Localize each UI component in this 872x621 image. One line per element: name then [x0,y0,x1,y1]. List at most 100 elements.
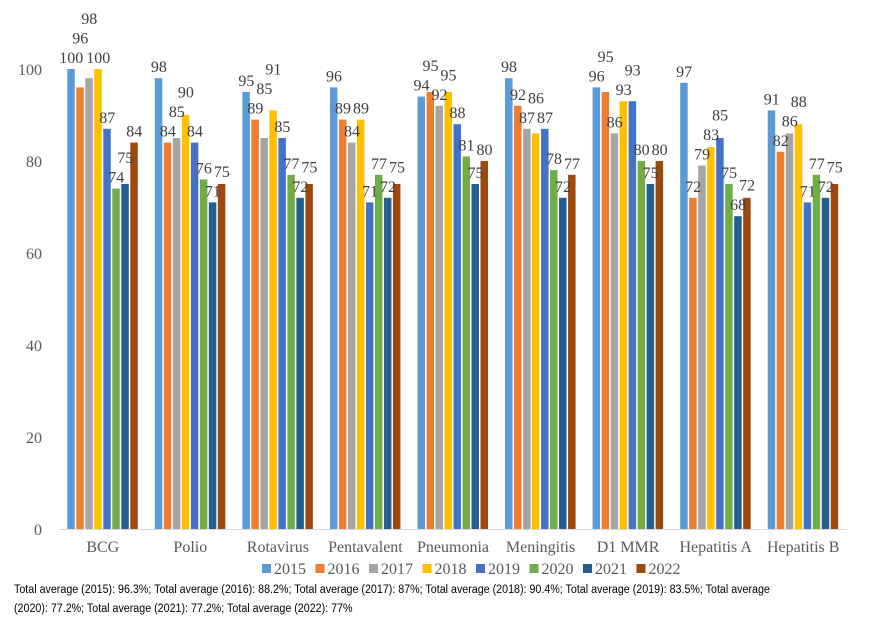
legend-label: 2021 [595,561,627,578]
data-label: 91 [764,91,780,108]
legend-label: 2018 [435,561,467,578]
data-label: 100 [59,50,83,67]
bar-2020 [550,170,558,529]
data-label: 78 [546,151,562,168]
data-label: 92 [432,87,448,104]
x-tick-label: Rotavirus [247,539,309,556]
data-label: 87 [519,110,535,127]
data-label: 85 [169,104,185,121]
bar-2016 [601,92,610,529]
bar-2019 [453,124,461,529]
bar-2018 [181,115,190,529]
data-label: 80 [652,142,668,159]
bar-2016 [251,119,259,529]
data-label: 72 [685,179,701,196]
data-label: 86 [607,114,623,131]
x-tick-label: BCG [86,539,119,556]
data-label: 98 [151,59,167,76]
data-label: 93 [625,63,641,80]
bar-2017 [523,128,531,530]
data-label: 87 [537,110,553,127]
data-label: 89 [335,101,351,118]
bar-2019 [541,128,549,530]
bar-2015 [242,92,250,529]
data-label: 100 [86,50,110,67]
data-label: 76 [196,160,212,177]
data-label: 75 [468,165,484,182]
data-label: 72 [292,179,308,196]
data-label: 96 [72,31,88,48]
data-label: 75 [643,165,659,182]
bar-2022 [568,174,576,530]
bar-2015 [329,87,338,530]
data-label: 96 [326,68,342,85]
bar-2018 [269,110,277,530]
data-label: 72 [739,178,755,195]
bar-2020 [637,161,646,529]
legend-label: 2017 [381,561,413,578]
bar-2017 [260,138,268,529]
bar-2019 [628,101,637,529]
data-label: 96 [589,68,605,85]
bar-2021 [383,197,392,530]
data-label: 77 [809,156,825,173]
data-label: 72 [555,179,571,196]
bar-2021 [646,184,655,529]
bar-2018 [619,101,628,529]
bar-2016 [426,92,434,529]
bar-2019 [190,142,199,529]
data-label: 98 [81,11,97,28]
bar-2016 [338,119,347,529]
data-label: 71 [205,183,221,200]
bar-2015 [592,87,601,530]
bar-2018 [794,124,803,529]
bar-2021 [296,197,304,530]
bar-2018 [356,119,365,529]
legend-swatch-2021 [583,564,592,573]
data-label: 93 [616,82,632,99]
data-label: 84 [344,124,360,141]
x-tick-label: Polio [173,539,207,556]
bar-2019 [365,202,374,529]
bar-2022 [217,184,226,529]
data-label: 81 [459,137,475,154]
bar-2020 [287,174,295,530]
x-tick-label: Pentavalent [328,539,403,556]
x-tick-label: D1 MMR [597,539,660,556]
bar-2022 [392,184,401,529]
data-label: 95 [598,49,614,66]
bar-2017 [698,165,706,529]
data-label: 85 [712,108,728,125]
footnote-averages: Total average (2015): 96.3%; Total avera… [14,584,770,615]
data-label: 84 [126,124,142,141]
legend-label: 2019 [488,561,520,578]
bar-2022 [480,161,488,529]
data-label: 89 [247,101,263,118]
bar-2019 [278,138,286,529]
data-label: 74 [108,170,124,187]
data-label: 90 [178,85,194,102]
y-tick-label: 40 [26,338,42,355]
data-label: 75 [721,165,737,182]
data-label: 84 [160,124,176,141]
bar-2016 [776,151,785,530]
data-label: 68 [730,197,746,214]
data-label: 83 [703,127,719,144]
bar-2021 [734,216,742,529]
bar-2018 [94,69,102,529]
y-tick-label: 100 [18,62,42,79]
x-tick-label: Hepatitis A [679,539,752,556]
bar-2015 [767,110,776,530]
bar-2018 [707,147,715,529]
bar-2015 [417,96,425,529]
data-label: 77 [564,156,580,173]
legend-label: 2020 [542,561,574,578]
data-label: 72 [380,179,396,196]
y-tick-label: 80 [26,154,42,171]
bar-2022 [830,184,839,529]
bar-2021 [471,184,479,529]
bar-2021 [208,202,217,529]
bar-2019 [103,128,111,530]
bar-2022 [130,142,138,529]
data-label: 80 [634,142,650,159]
